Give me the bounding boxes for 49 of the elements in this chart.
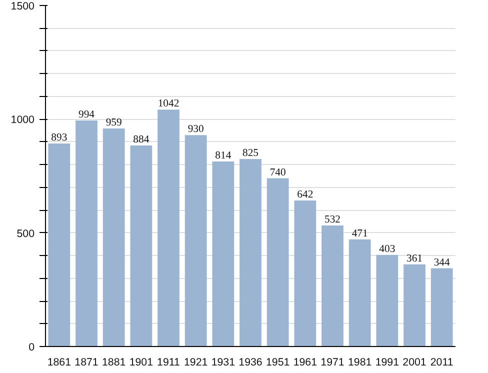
data-label: 930: [188, 124, 204, 136]
data-label: 1042: [158, 98, 180, 110]
data-label: 884: [133, 134, 150, 146]
data-label: 825: [242, 148, 258, 159]
y-tick-label: 500: [16, 228, 35, 240]
data-label: 471: [352, 228, 368, 240]
x-tick-label: 1951: [266, 356, 290, 368]
y-tick-label: 1500: [10, 0, 35, 12]
data-label: 959: [106, 117, 122, 128]
y-tick-label: 1000: [10, 114, 35, 126]
x-tick-label: 1961: [293, 356, 318, 368]
data-label: 532: [324, 214, 340, 226]
data-label: 361: [406, 253, 422, 264]
x-tick-label: 1871: [74, 356, 98, 368]
data-label: 642: [297, 190, 314, 201]
y-tick-label: 0: [28, 342, 35, 354]
x-tick-label: 2001: [402, 356, 426, 368]
x-tick-label: 1931: [211, 356, 236, 368]
x-tick-label: 1981: [348, 356, 372, 368]
data-label: 403: [379, 244, 396, 255]
bar: [294, 200, 316, 346]
x-tick-label: 1881: [102, 356, 126, 368]
data-label: 740: [270, 167, 286, 178]
x-tick-label: 1991: [375, 356, 400, 368]
bar: [212, 161, 234, 346]
data-label: 814: [215, 150, 232, 162]
data-label: 893: [51, 132, 68, 144]
bar: [184, 135, 207, 346]
x-tick-label: 1971: [320, 356, 344, 368]
bar: [158, 110, 180, 346]
bar: [376, 254, 398, 346]
bar: [102, 128, 125, 346]
x-tick-label: 1911: [157, 356, 180, 368]
bar: [404, 264, 426, 346]
bar: [130, 146, 152, 346]
data-label: 344: [434, 257, 450, 268]
data-label: 994: [78, 110, 96, 121]
x-tick-label: 1901: [129, 356, 154, 368]
x-tick-label: 1861: [47, 356, 72, 368]
bar: [266, 178, 289, 346]
bar: [348, 239, 371, 346]
x-tick-label: 1921: [184, 356, 208, 368]
bar: [240, 158, 262, 346]
bar: [76, 120, 98, 346]
x-tick-label: 2011: [430, 356, 454, 368]
bar: [430, 268, 453, 346]
bar: [48, 143, 70, 346]
bar: [322, 226, 344, 346]
x-tick-label: 1936: [238, 356, 262, 368]
